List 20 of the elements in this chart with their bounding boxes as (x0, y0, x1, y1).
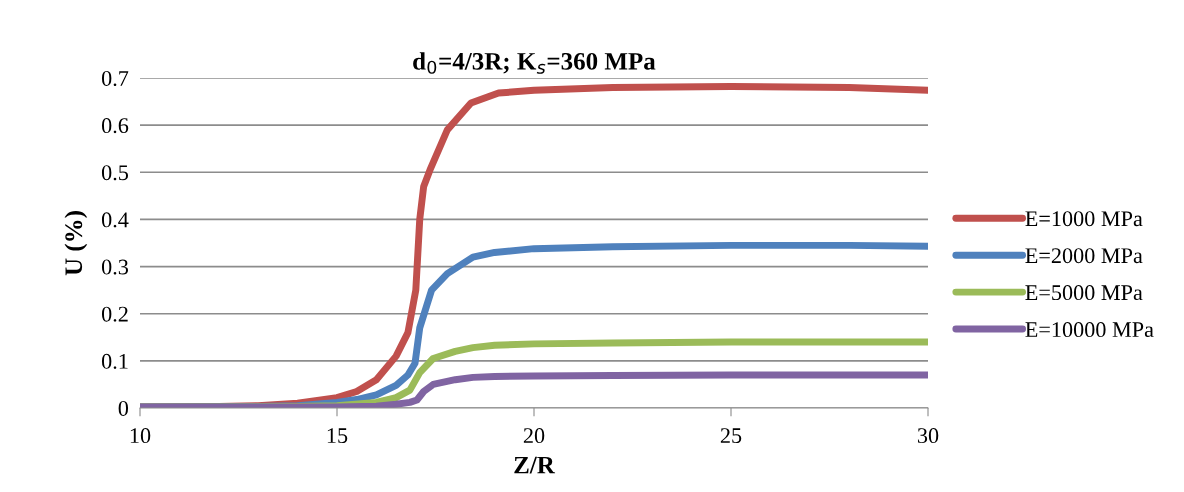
x-tick-label: 30 (917, 428, 939, 444)
y-tick-label: 0.3 (101, 259, 129, 275)
x-tick-label: 20 (523, 428, 545, 444)
y-tick-label: 0.1 (101, 353, 128, 369)
y-tick-label: 0.7 (101, 70, 129, 87)
x-axis-title: Z/R (514, 456, 556, 474)
y-tick-label: 0.2 (101, 306, 128, 322)
legend-label: E=1000 MPa (1025, 211, 1143, 227)
x-tick-label: 10 (130, 428, 151, 444)
chart-title: d$_{0}$=4/3R; K$_{s}$=360 MPa (413, 52, 656, 74)
y-tick-label: 0.5 (101, 165, 129, 181)
y-tick-label: 0 (118, 400, 129, 416)
y-tick-label: 0.4 (101, 212, 129, 228)
legend-label: E=2000 MPa (1025, 248, 1143, 264)
legend-label: E=10000 MPa (1025, 322, 1154, 338)
x-tick-label: 25 (720, 428, 742, 444)
x-tick-label: 15 (327, 428, 348, 444)
y-axis-title: U (%) (64, 211, 88, 276)
y-tick-label: 0.6 (101, 118, 129, 134)
legend-label: E=5000 MPa (1025, 285, 1143, 301)
